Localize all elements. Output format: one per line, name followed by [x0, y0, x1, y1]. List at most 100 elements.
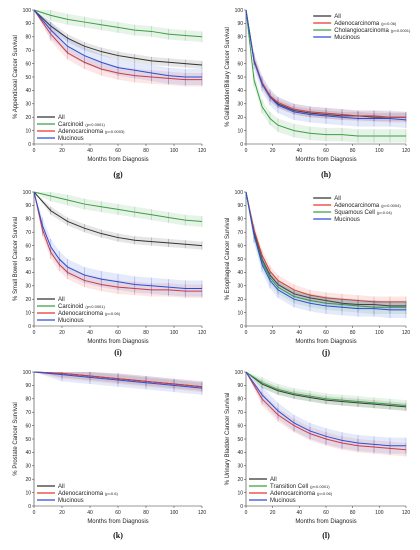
x-tick-label: 100 [375, 510, 384, 516]
legend-label: Squamous Cell (p=0.04) [334, 210, 392, 216]
x-tick-label: 60 [323, 148, 329, 154]
x-tick-label: 120 [402, 330, 411, 336]
legend-p-value: (p<0.0001) [85, 304, 105, 309]
legend-label: All [58, 297, 65, 303]
x-tick-label: 80 [350, 148, 356, 154]
chart-panel-2: 0 10 20 30 40 50 60 70 80 90 100 0 20 40 60 80 100 120 Mon… [13, 190, 206, 357]
y-tick-label: 90 [25, 383, 31, 389]
y-tick-label: 40 [237, 450, 243, 456]
legend-label: Transition Cell (p<0.0001) [270, 484, 330, 490]
y-axis-label: % Urinary Bladder Cancer Survival [225, 393, 231, 486]
series-line [245, 191, 406, 311]
y-tick-label: 20 [237, 115, 243, 121]
y-tick-label: 40 [25, 450, 31, 456]
y-tick-label: 0 [240, 324, 243, 330]
y-tick-label: 30 [25, 102, 31, 108]
y-tick-label: 80 [25, 397, 31, 403]
x-tick-label: 80 [143, 330, 149, 336]
y-tick-label: 30 [237, 102, 243, 108]
confidence-band [34, 192, 202, 297]
chart-panel-5: 0 10 20 30 40 50 60 70 80 90 100 0 20 40 60 80 100 120 Mon… [225, 370, 410, 540]
legend-label: All [58, 115, 65, 121]
legend-label: Carcinoid (p<0.0001) [58, 122, 105, 128]
x-tick-label: 100 [170, 148, 179, 154]
y-tick-label: 50 [25, 437, 31, 443]
x-tick-label: 40 [297, 330, 303, 336]
y-axis-label: % Small Bowel Cancer Survival [13, 217, 19, 301]
x-tick-label: 0 [245, 148, 248, 154]
y-tick-label: 40 [237, 88, 243, 94]
legend-p-value: (p=0.6) [105, 491, 118, 496]
y-tick-label: 10 [25, 490, 31, 496]
chart-panel-0: 0 10 20 30 40 50 60 70 80 90 100 0 20 40 60 80 100 120 Mon… [13, 8, 206, 179]
y-axis-label: % Appendiceal Cancer Survival [13, 35, 19, 119]
y-tick-label: 20 [237, 297, 243, 303]
y-tick-label: 40 [25, 88, 31, 94]
legend-p-value: (p<0.0001) [85, 122, 105, 127]
x-tick-label: 120 [198, 510, 207, 516]
legend-label: Carcinoid (p<0.0001) [58, 304, 105, 310]
x-tick-label: 60 [323, 510, 329, 516]
x-tick-label: 100 [375, 330, 384, 336]
x-tick-label: 60 [115, 330, 121, 336]
legend-label: Cholangiocarcinoma (p<0.0001) [334, 28, 411, 34]
series-line [245, 9, 407, 121]
x-tick-label: 80 [350, 330, 356, 336]
y-tick-label: 0 [240, 504, 243, 510]
x-tick-label: 20 [270, 148, 276, 154]
x-tick-label: 80 [143, 510, 149, 516]
x-tick-label: 40 [87, 330, 93, 336]
y-tick-label: 10 [25, 128, 31, 134]
y-tick-label: 70 [237, 48, 243, 54]
legend-label: Mucinous [58, 136, 84, 142]
x-tick-label: 40 [297, 510, 303, 516]
y-tick-label: 80 [237, 35, 243, 41]
legend-label: Adenocarcinoma (p=0.06) [58, 311, 121, 317]
y-tick-label: 100 [235, 8, 244, 14]
y-tick-label: 60 [25, 61, 31, 67]
legend-label: Mucinous [58, 498, 84, 504]
legend-p-value: (p=0.04) [377, 210, 393, 215]
panel-letter: (g) [113, 170, 123, 179]
legend-label: Adenocarcinoma (p=0.0004) [334, 203, 401, 209]
y-tick-label: 90 [25, 21, 31, 27]
legend-label: Adenocarcinoma (p=0.6) [58, 491, 118, 497]
x-tick-label: 40 [87, 148, 93, 154]
legend-p-value: (p=0.06) [317, 491, 333, 496]
x-tick-label: 120 [198, 330, 207, 336]
y-tick-label: 30 [237, 464, 243, 470]
y-axis-label: % Prostate Cancer Survival [13, 402, 19, 475]
y-tick-label: 100 [235, 370, 244, 376]
panel-letter: (l) [322, 531, 330, 540]
y-tick-label: 80 [25, 35, 31, 41]
x-tick-label: 60 [115, 148, 121, 154]
confidence-band [246, 192, 406, 318]
x-axis-label: Months from Diagnosis [87, 339, 148, 345]
y-tick-label: 0 [28, 504, 31, 510]
legend-label: Mucinous [334, 35, 360, 41]
y-axis-label: % Gallbladder/Biliary Cancer Survival [225, 27, 231, 127]
y-tick-label: 10 [237, 490, 243, 496]
series-line [33, 191, 203, 247]
y-tick-label: 30 [237, 284, 243, 290]
y-tick-label: 10 [237, 128, 243, 134]
y-tick-label: 50 [25, 75, 31, 81]
y-tick-label: 80 [25, 217, 31, 223]
legend-p-value: (p<0.0001) [310, 484, 330, 489]
chart-panel-1: 0 10 20 30 40 50 60 70 80 90 100 0 20 40 60 80 100 120 Mon… [225, 8, 411, 179]
y-tick-label: 70 [25, 410, 31, 416]
y-tick-label: 20 [25, 477, 31, 483]
y-tick-label: 50 [237, 75, 243, 81]
x-tick-label: 120 [402, 510, 411, 516]
legend-label: All [58, 484, 65, 490]
y-tick-label: 70 [237, 410, 243, 416]
x-axis-label: Months from Diagnosis [295, 519, 356, 525]
x-tick-label: 20 [270, 330, 276, 336]
y-tick-label: 60 [237, 243, 243, 249]
legend-label: Adenocarcinoma (p=0.06) [270, 491, 333, 497]
y-tick-label: 50 [25, 257, 31, 263]
legend-label: Mucinous [334, 217, 360, 223]
x-tick-label: 80 [350, 510, 356, 516]
y-tick-label: 0 [28, 324, 31, 330]
